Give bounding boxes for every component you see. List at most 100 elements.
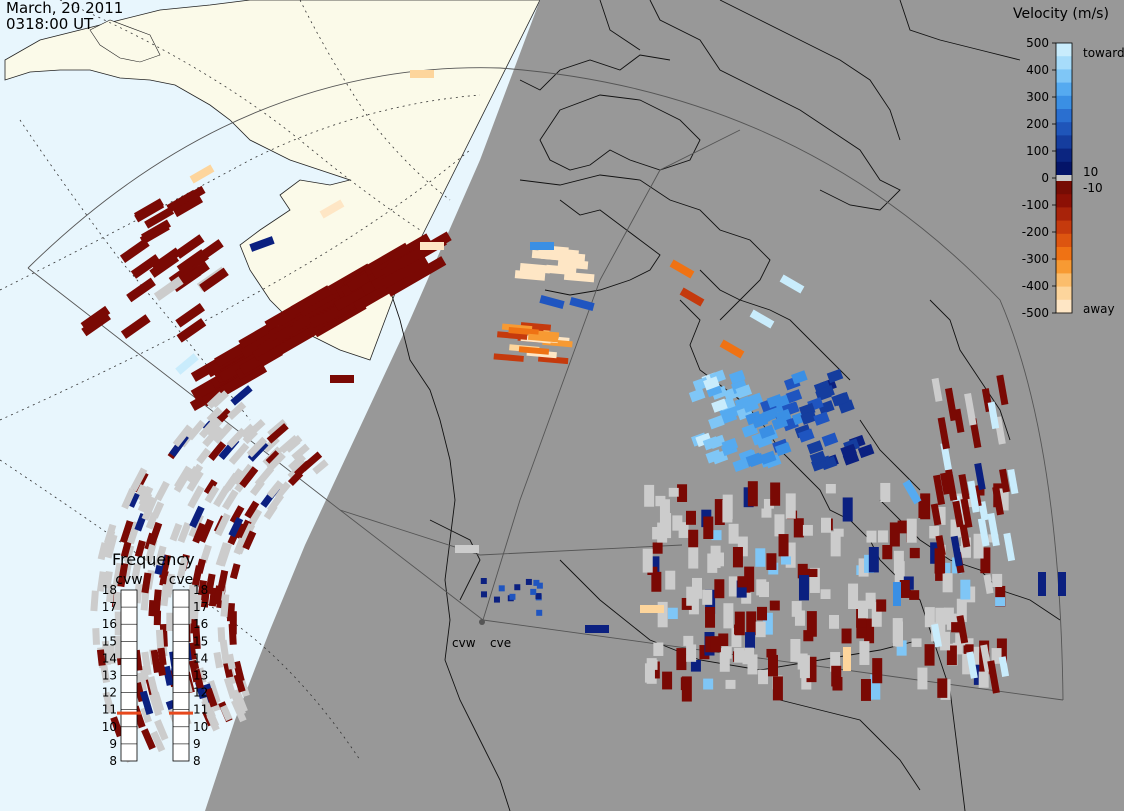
velocity-cell — [642, 548, 653, 573]
velocity-cell — [893, 582, 901, 606]
velocity-cell — [208, 441, 227, 461]
frequency-title: Frequency — [112, 550, 195, 569]
velocity-cell — [843, 647, 851, 671]
frequency-radar-name: cvw — [115, 572, 142, 588]
velocity-cell — [866, 530, 877, 543]
velocity-cell — [721, 437, 739, 453]
velocity-cell — [741, 592, 752, 604]
velocity-cell — [229, 505, 245, 524]
colorbar-swatch — [1056, 109, 1072, 123]
velocity-cell — [267, 419, 288, 438]
velocity-cell — [669, 259, 695, 279]
velocity-cell — [103, 523, 117, 545]
velocity-cell — [385, 256, 447, 297]
velocity-cell — [96, 571, 107, 592]
velocity-cell — [897, 520, 908, 534]
velocity-cell — [688, 388, 706, 403]
velocity-cell — [187, 485, 205, 509]
velocity-cell — [205, 708, 220, 728]
velocity-cell — [206, 406, 223, 423]
velocity-cell — [902, 479, 922, 505]
velocity-cell — [247, 440, 269, 462]
velocity-cell — [807, 568, 818, 578]
frequency-scale-label: 17 — [102, 600, 117, 614]
velocity-cell — [736, 580, 747, 598]
velocity-cell — [741, 423, 759, 438]
velocity-cell — [858, 558, 869, 577]
velocity-cell — [935, 506, 946, 525]
velocity-cell — [141, 728, 156, 750]
velocity-cell — [99, 662, 111, 684]
velocity-cell — [930, 503, 942, 526]
velocity-cell — [705, 449, 723, 464]
velocity-cell — [199, 267, 229, 293]
velocity-cell — [157, 647, 167, 666]
velocity-cell — [790, 638, 801, 662]
velocity-cell — [229, 563, 241, 580]
velocity-cell — [1038, 572, 1046, 596]
velocity-cell — [159, 554, 172, 579]
velocity-cell — [657, 522, 668, 543]
velocity-cell — [703, 678, 714, 690]
velocity-cell — [212, 423, 233, 444]
velocity-cell — [767, 654, 778, 677]
velocity-cell — [720, 409, 738, 424]
colorbar-swatch — [1056, 260, 1072, 274]
velocity-cell — [702, 589, 713, 605]
velocity-cell — [978, 501, 989, 521]
velocity-cell — [153, 610, 162, 626]
velocity-cell — [744, 566, 755, 592]
velocity-cell — [996, 638, 1007, 664]
velocity-cell — [213, 651, 224, 669]
velocity-cell — [498, 585, 505, 592]
velocity-cell — [937, 417, 950, 450]
colorbar-swatch — [1056, 233, 1072, 248]
velocity-cell — [152, 589, 162, 612]
velocity-cell — [940, 631, 951, 651]
velocity-cell — [312, 459, 329, 475]
frequency-scale-label: 18 — [193, 583, 208, 597]
velocity-cell — [672, 515, 683, 531]
velocity-cell — [806, 440, 824, 455]
velocity-cell — [214, 512, 231, 537]
frequency-scale-label: 8 — [193, 754, 201, 768]
velocity-cell — [217, 627, 226, 642]
colorbar-tick-label: -300 — [1022, 252, 1049, 266]
velocity-cell — [725, 679, 736, 689]
velocity-cell — [92, 628, 100, 645]
frequency-scale-label: 13 — [102, 669, 117, 683]
velocity-cell — [686, 644, 697, 662]
velocity-cell — [240, 523, 256, 544]
velocity-cell — [877, 530, 888, 543]
colorbar-swatch — [1056, 286, 1072, 301]
velocity-cell — [956, 598, 967, 623]
velocity-cell — [244, 500, 260, 519]
velocity-cell — [678, 522, 689, 538]
time-text: 0318:00 UT — [6, 15, 94, 33]
velocity-cell — [217, 569, 229, 592]
velocity-cell — [857, 443, 875, 459]
velocity-cell — [840, 443, 857, 458]
velocity-cell — [104, 534, 118, 559]
velocity-cell — [662, 671, 673, 690]
velocity-cell — [820, 589, 831, 599]
velocity-cell — [719, 339, 745, 359]
colorbar-swatch — [1056, 207, 1072, 222]
velocity-cell — [759, 450, 777, 465]
velocity-cell — [668, 487, 679, 497]
velocity-cell — [734, 611, 745, 636]
velocity-cell — [820, 517, 831, 533]
velocity-cell — [119, 238, 150, 263]
velocity-cell — [745, 632, 756, 649]
velocity-cell — [233, 673, 246, 693]
radar-site-label-cve: cve — [490, 636, 511, 650]
velocity-cell — [150, 730, 166, 753]
velocity-cell — [528, 333, 559, 343]
velocity-cell — [390, 233, 432, 263]
velocity-cell — [746, 611, 757, 636]
velocity-cell — [960, 579, 971, 600]
velocity-cell — [896, 640, 907, 656]
velocity-cell — [679, 287, 705, 307]
velocity-cell — [987, 660, 1000, 694]
colorbar-swatch — [1056, 56, 1072, 70]
